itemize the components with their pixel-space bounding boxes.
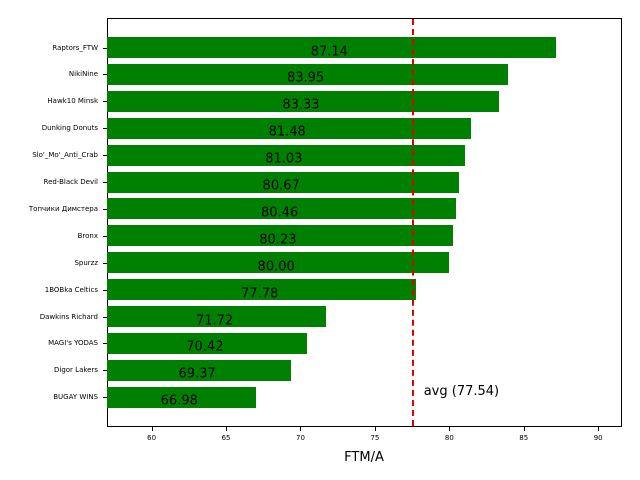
y-tick-label: NikiNine [68,70,98,79]
y-tick-label: Raptors_FTW [52,43,98,52]
y-tick [103,343,107,345]
x-tick-label: 80 [444,434,454,442]
y-tick-label: 1BOBka Celtics [44,285,98,294]
bar-value-label: 77.78 [241,286,279,302]
y-tick-label: Red-Black Devil [43,178,98,186]
y-tick [103,370,107,372]
bar-value-label: 69.37 [178,366,216,382]
bar-value-label: 71.72 [195,313,234,328]
x-tick [598,427,600,431]
x-tick [151,427,153,431]
bar-value-label: 80.00 [257,259,295,275]
bar-value-label: 83.33 [282,97,320,113]
x-tick-label: 70 [296,434,305,442]
y-tick [103,235,107,237]
y-tick [103,208,107,210]
y-tick [103,262,107,264]
y-tick [103,182,107,183]
bar [107,117,472,139]
bar [107,90,499,112]
x-tick [374,427,376,431]
y-tick [103,74,107,76]
bar [107,386,256,408]
bar-value-label: 80.23 [259,232,297,248]
x-tick-label: 85 [519,434,529,442]
bar-value-label: 81.03 [265,151,303,167]
bar-value-label: 80.67 [262,178,300,194]
x-tick-label: 65 [221,434,231,442]
average-reference-line [411,19,414,426]
bar [107,279,417,301]
x-tick [226,427,228,431]
average-label: avg (77.54) [423,384,500,399]
bar [107,63,509,85]
bar-value-label: 80.46 [260,205,299,221]
y-tick-label: Spurzz [74,258,98,267]
y-tick-label: Digor Lakers [54,366,98,375]
y-tick [103,155,107,157]
y-tick [103,316,107,318]
y-tick-label: BUGAY WINS [53,393,98,402]
y-tick-label: Dawkins Richard [39,312,98,321]
y-tick-label: Slo'_Mo'_Anti_Crab [32,151,98,160]
bar [107,359,292,381]
bar [107,198,457,220]
x-tick [523,427,525,431]
bar-value-label: 70.42 [186,339,224,355]
plot-area [107,18,622,427]
bar-value-label: 83.95 [286,70,325,86]
bar [107,171,460,193]
x-tick [300,427,302,431]
x-tick [449,427,451,431]
y-tick-label: Hawk10 Minsk [47,97,98,106]
bar [107,306,327,327]
y-tick-label: MAGI's YODAS [48,339,98,348]
bar [107,37,556,58]
x-tick-label: 75 [370,434,380,442]
bar [107,252,450,274]
bar [107,144,465,166]
y-tick [103,397,107,399]
y-tick [103,101,107,103]
bar-value-label: 66.98 [160,393,198,409]
y-tick [103,128,107,130]
y-tick-label: Топчики Димстера [28,204,98,213]
y-tick [103,289,107,291]
y-tick-label: Bronx [77,231,98,240]
x-tick-label: 60 [147,434,157,442]
bar-value-label: 87.14 [310,44,348,59]
bar [107,225,453,247]
y-tick [103,47,107,49]
x-tick-label: 90 [593,434,603,442]
x-axis-title: FTM/A [344,450,384,465]
bar [107,332,307,354]
bar-value-label: 81.48 [268,124,306,140]
y-tick-label: Dunking Donuts [41,124,98,133]
